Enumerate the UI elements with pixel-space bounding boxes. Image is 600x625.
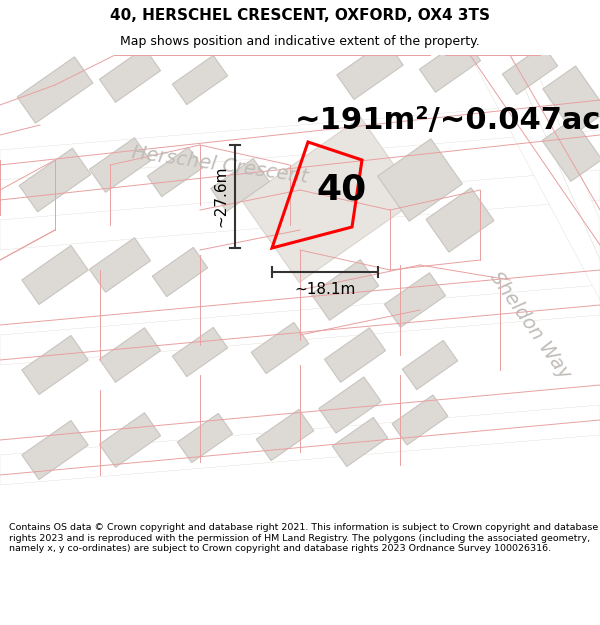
Polygon shape bbox=[502, 46, 557, 94]
Polygon shape bbox=[148, 148, 203, 197]
Text: ~18.1m: ~18.1m bbox=[295, 282, 356, 298]
Polygon shape bbox=[403, 341, 458, 389]
Polygon shape bbox=[319, 377, 381, 433]
Polygon shape bbox=[542, 119, 600, 181]
Polygon shape bbox=[172, 56, 227, 104]
Polygon shape bbox=[426, 188, 494, 252]
Text: Map shows position and indicative extent of the property.: Map shows position and indicative extent… bbox=[120, 35, 480, 48]
Polygon shape bbox=[22, 421, 88, 479]
Polygon shape bbox=[100, 328, 161, 382]
Text: 40: 40 bbox=[316, 173, 367, 206]
Polygon shape bbox=[440, 55, 600, 260]
Polygon shape bbox=[0, 405, 600, 485]
Polygon shape bbox=[337, 41, 403, 99]
Polygon shape bbox=[17, 57, 93, 123]
Polygon shape bbox=[0, 100, 600, 180]
Polygon shape bbox=[470, 55, 600, 300]
Text: 40, HERSCHEL CRESCENT, OXFORD, OX4 3TS: 40, HERSCHEL CRESCENT, OXFORD, OX4 3TS bbox=[110, 8, 490, 23]
Polygon shape bbox=[251, 322, 309, 374]
Polygon shape bbox=[242, 118, 418, 282]
Polygon shape bbox=[419, 38, 481, 92]
Polygon shape bbox=[22, 246, 88, 304]
Polygon shape bbox=[332, 418, 388, 467]
Polygon shape bbox=[0, 170, 600, 250]
Polygon shape bbox=[100, 412, 161, 468]
Polygon shape bbox=[89, 238, 151, 292]
Polygon shape bbox=[178, 413, 233, 462]
Polygon shape bbox=[22, 336, 88, 394]
Polygon shape bbox=[392, 395, 448, 445]
Polygon shape bbox=[172, 328, 227, 377]
Text: Contains OS data © Crown copyright and database right 2021. This information is : Contains OS data © Crown copyright and d… bbox=[9, 523, 598, 553]
Polygon shape bbox=[385, 272, 446, 328]
Polygon shape bbox=[211, 159, 269, 211]
Polygon shape bbox=[152, 248, 208, 297]
Polygon shape bbox=[0, 285, 600, 365]
Polygon shape bbox=[325, 328, 386, 382]
Text: Sheldon Way: Sheldon Way bbox=[486, 268, 574, 382]
Polygon shape bbox=[19, 148, 91, 212]
Polygon shape bbox=[256, 409, 314, 461]
Text: Herschel Crescent: Herschel Crescent bbox=[131, 143, 310, 187]
Polygon shape bbox=[100, 48, 161, 102]
Polygon shape bbox=[377, 139, 463, 221]
Polygon shape bbox=[311, 259, 379, 321]
Text: ~191m²/~0.047ac.: ~191m²/~0.047ac. bbox=[295, 106, 600, 134]
Text: ~27.6m: ~27.6m bbox=[214, 166, 229, 228]
Polygon shape bbox=[543, 66, 600, 134]
Polygon shape bbox=[89, 138, 151, 192]
